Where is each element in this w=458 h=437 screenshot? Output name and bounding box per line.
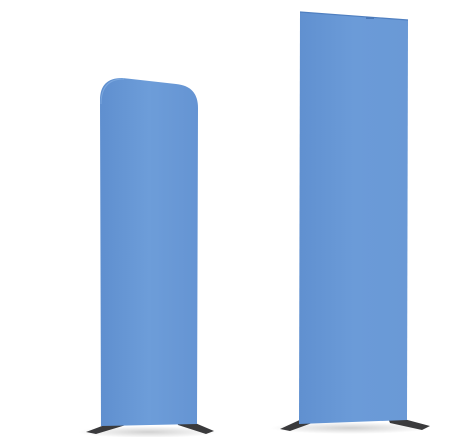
right-foot-right [388, 418, 430, 430]
straight-fabric-display [270, 11, 430, 434]
floor-shadow-right [270, 422, 430, 434]
right-panel [299, 12, 408, 424]
left-panel [100, 78, 198, 426]
right-panel-top-clip [366, 17, 374, 19]
right-panel-top-edge [299, 11, 409, 21]
left-panel-edge [100, 78, 124, 105]
rounded-top-fabric-display [78, 78, 218, 437]
